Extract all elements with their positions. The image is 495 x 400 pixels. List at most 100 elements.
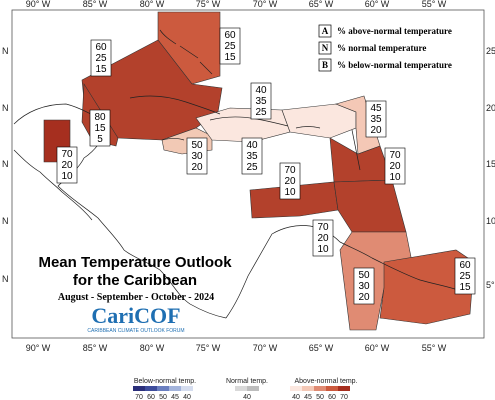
lat-tick-right: 10° [486, 216, 495, 226]
lon-tick-bottom: 55° W [422, 343, 447, 353]
normal-scale-swatch [247, 386, 259, 391]
probability-n: 20 [389, 161, 401, 172]
key-box-N [318, 41, 332, 55]
probability-key: A % above-normal temperature N % normal … [318, 24, 452, 72]
probability-n: 20 [317, 233, 329, 244]
probability-n: 25 [224, 41, 236, 52]
region-guyana [339, 231, 413, 331]
lat-tick-left: N [2, 103, 9, 113]
lat-tick-right: 15° [486, 159, 495, 169]
probability-box-frame [186, 137, 208, 175]
above-scale-tick: 50 [316, 394, 324, 400]
probability-b: 15 [224, 52, 236, 63]
below-scale-tick: 60 [147, 394, 155, 400]
lon-tick-bottom: 90° W [26, 343, 51, 353]
above-scale-tick: 60 [328, 394, 336, 400]
probability-n: 15 [94, 123, 106, 134]
below-scale-swatch [133, 386, 145, 391]
probability-box-frame [56, 146, 78, 184]
probability-n: 20 [61, 160, 73, 171]
probability-a: 45 [370, 103, 382, 114]
normal-scale-swatch [235, 386, 247, 391]
key-text-N: % normal temperature [337, 43, 426, 53]
probability-n: 35 [370, 114, 382, 125]
latitude-ticks: N N N N N 25° 20° 15° 10° 5° [2, 46, 495, 290]
probability-b: 10 [317, 244, 329, 255]
lon-tick-bottom: 85° W [83, 343, 108, 353]
lat-tick-right: 20° [486, 103, 495, 113]
probability-b: 15 [459, 282, 471, 293]
above-scale-swatch [326, 386, 338, 391]
probability-a: 70 [61, 149, 73, 160]
probability-b: 5 [97, 134, 103, 145]
lon-tick-top: 65° W [309, 0, 334, 9]
probability-box-frame [384, 147, 406, 185]
map-period: August - September - October - 2024 [58, 292, 214, 303]
probability-box-frame [89, 109, 111, 147]
probability-b: 10 [389, 172, 401, 183]
below-scale-swatch [169, 386, 181, 391]
probability-box-frame [279, 162, 301, 200]
map-title-line2: for the Caribbean [73, 272, 197, 289]
probability-a: 50 [358, 270, 370, 281]
below-scale-tick: 45 [171, 394, 179, 400]
region-suriname-guiana [379, 249, 475, 325]
probability-b: 20 [370, 125, 382, 136]
below-scale-swatch [157, 386, 169, 391]
lon-tick-top: 80° W [140, 0, 165, 9]
longitude-ticks: 90° W 85° W 80° W 75° W 70° W 65° W 60° … [26, 0, 447, 353]
above-scale-swatch [302, 386, 314, 391]
probability-b: 25 [255, 107, 267, 118]
lon-tick-top: 90° W [26, 0, 51, 9]
probability-a: 40 [246, 140, 258, 151]
probability-a: 50 [191, 140, 203, 151]
key-text-A: % above-normal temperature [337, 26, 452, 36]
above-scale-tick: 40 [292, 394, 300, 400]
probability-n: 25 [459, 271, 471, 282]
above-scale-tick: 45 [304, 394, 312, 400]
probability-boxes: 6025156025158015570201050302040352540352… [56, 27, 476, 305]
probability-box-frame [241, 137, 263, 175]
key-box-B [318, 58, 332, 72]
above-scale-swatch [290, 386, 302, 391]
probability-b: 25 [246, 162, 258, 173]
lon-tick-bottom: 60° W [365, 343, 390, 353]
key-text-B: % below-normal temperature [337, 60, 452, 70]
probability-a: 70 [389, 150, 401, 161]
logo-subtitle: CARIBBEAN CLIMATE OUTLOOK FORUM [87, 328, 184, 334]
lon-tick-bottom: 80° W [140, 343, 165, 353]
key-box-A [318, 24, 332, 38]
below-scale-swatch [181, 386, 193, 391]
probability-a: 70 [317, 222, 329, 233]
probability-a: 80 [94, 112, 106, 123]
lat-tick-right: 5° [486, 280, 495, 290]
below-scale-tick: 70 [135, 394, 143, 400]
probability-n: 30 [191, 151, 203, 162]
normal-scale-tick: 40 [243, 394, 251, 400]
probability-box-frame [219, 27, 241, 65]
scale-label-above: Above-normal temp. [294, 378, 357, 385]
probability-a: 60 [95, 42, 107, 53]
lat-tick-left: N [2, 159, 9, 169]
caricof-logo: CariCOF CARIBBEAN CLIMATE OUTLOOK FORUM [87, 303, 184, 334]
lat-tick-right: 25° [486, 46, 495, 56]
probability-n: 35 [246, 151, 258, 162]
probability-box-frame [365, 100, 387, 138]
probability-box-frame [353, 267, 375, 305]
logo-wordmark: CariCOF [91, 303, 180, 328]
probability-a: 40 [255, 85, 267, 96]
lon-tick-bottom: 70° W [253, 343, 278, 353]
probability-n: 20 [284, 176, 296, 187]
